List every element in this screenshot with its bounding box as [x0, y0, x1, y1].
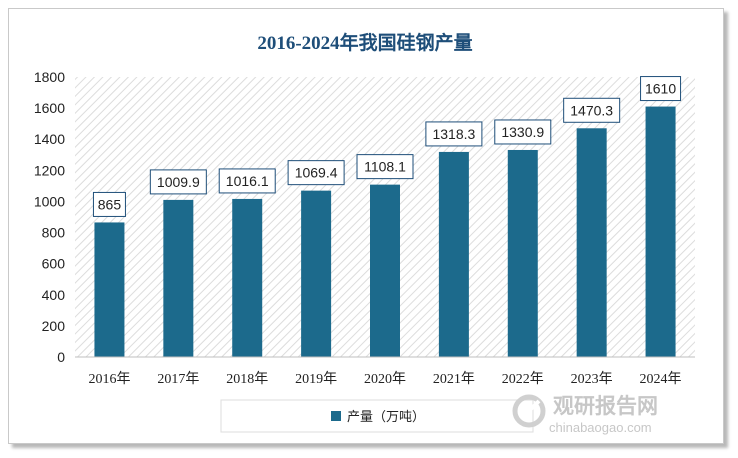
bar: [370, 184, 400, 357]
chart-frame: 2016-2024年我国硅钢产量 0 200 400 600 800 1000 1200 14…: [8, 8, 724, 444]
bar: [438, 151, 469, 357]
y-tick-label: 200: [42, 318, 66, 334]
bar: [645, 106, 676, 357]
y-tick-label: 1400: [34, 131, 65, 147]
y-tick-label: 800: [42, 225, 66, 241]
bar: [507, 149, 538, 357]
data-label-box: [563, 97, 621, 123]
bar: [232, 198, 263, 357]
y-tick-label: 400: [42, 287, 66, 303]
data-label-box: [425, 121, 483, 147]
y-tick-label: 1800: [34, 69, 65, 85]
data-label-box: [287, 160, 345, 186]
data-label-box: [356, 154, 414, 180]
x-tick-label: 2021年: [433, 371, 475, 387]
data-label-box: [494, 119, 552, 145]
legend-label: 产量（万吨）: [347, 410, 425, 425]
x-tick-label: 2020年: [364, 371, 406, 387]
watermark-en: chinabaogao.com: [549, 420, 652, 435]
y-tick-label: 1000: [34, 193, 65, 209]
data-label: 1330.9: [501, 124, 544, 140]
x-tick-label: 2019年: [295, 371, 337, 387]
y-tick-label: 1200: [34, 162, 65, 178]
watermark-cn: 观研报告网: [553, 394, 658, 418]
data-label-box: [218, 168, 276, 194]
x-tick-label: 2024年: [640, 371, 682, 387]
data-label: 1069.4: [295, 165, 338, 181]
bar: [301, 190, 332, 357]
data-label: 1009.9: [157, 174, 200, 190]
bar: [576, 128, 607, 357]
legend-swatch: [331, 411, 341, 421]
watermark-logo-icon: [512, 394, 546, 428]
data-label: 1318.3: [432, 126, 475, 142]
y-axis: 0 200 400 600 800 1000 1200 1400 1600 1800: [34, 69, 65, 365]
bar-chart: 2016-2024年我国硅钢产量 0 200 400 600 800 1000 1200 14…: [34, 31, 695, 435]
data-label-box: [149, 169, 207, 195]
data-labels: 865 1009.9 1016.1 1069.4 1108.1 1318.3 1330.9 1…: [92, 76, 682, 217]
x-tick-label: 2023年: [571, 371, 613, 387]
y-tick-label: 1600: [34, 100, 65, 116]
data-label: 1016.1: [226, 173, 269, 189]
chart-title: 2016-2024年我国硅钢产量: [257, 31, 472, 54]
data-label: 1108.1: [364, 159, 406, 175]
x-tick-label: 2017年: [157, 371, 199, 387]
data-label-box: [640, 76, 682, 102]
bar: [94, 222, 125, 357]
watermark: 观研报告网 chinabaogao.com: [512, 394, 658, 435]
legend-box: [220, 399, 534, 433]
bar: [163, 199, 194, 357]
bars: [94, 106, 676, 357]
x-tick-label: 2018年: [226, 371, 268, 387]
x-tick-label: 2022年: [502, 371, 544, 387]
y-tick-label: 600: [42, 256, 66, 272]
data-label-box: [92, 191, 126, 217]
legend: 产量（万吨）: [220, 399, 534, 433]
y-tick-label: 0: [57, 349, 65, 365]
data-label: 1610: [645, 81, 676, 97]
data-label: 1470.3: [570, 102, 613, 118]
x-axis: 2016年 2017年 2018年 2019年 2020年 2021年 2022年 2023年…: [75, 356, 695, 387]
data-label: 865: [98, 196, 122, 212]
x-tick-label: 2016年: [88, 371, 130, 387]
